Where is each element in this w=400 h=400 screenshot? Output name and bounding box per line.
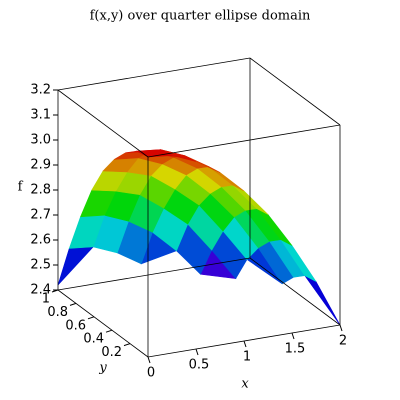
z-tick-label: 3.2 xyxy=(30,83,51,98)
y-tick-label: 1 xyxy=(42,292,50,307)
x-axis-label: x xyxy=(241,377,249,392)
x-tick xyxy=(195,348,199,356)
y-tick-label: 0.8 xyxy=(47,305,68,320)
z-tick-label: 2.7 xyxy=(30,208,51,223)
y-tick-label: 0.4 xyxy=(83,332,104,347)
y-tick-label: 0.6 xyxy=(65,318,86,333)
z-tick-label: 2.5 xyxy=(30,258,51,273)
x-tick xyxy=(291,332,295,340)
box-edge xyxy=(249,57,341,126)
z-tick-label: 2.9 xyxy=(30,158,51,173)
y-tick xyxy=(87,316,95,320)
chart-title: f(x,y) over quarter ellipse domain xyxy=(90,9,311,24)
surface xyxy=(57,149,341,326)
z-tick-label: 2.6 xyxy=(30,233,51,248)
x-tick xyxy=(243,340,247,348)
z-tick-label: 3.0 xyxy=(30,133,51,148)
z-tick-label: 2.4 xyxy=(30,283,51,298)
z-tick-label: 3.1 xyxy=(30,108,51,123)
x-tick-label: 1 xyxy=(243,350,251,365)
box-edge xyxy=(57,257,251,291)
z-tick-label: 2.8 xyxy=(30,183,51,198)
surface-patch xyxy=(57,246,94,286)
box-edge xyxy=(57,89,149,158)
x-tick-label: 1.5 xyxy=(285,342,306,357)
y-tick xyxy=(123,343,131,347)
y-tick xyxy=(69,302,77,306)
box-edge xyxy=(57,289,149,358)
axes-box: 00.511.520.20.40.60.812.42.52.62.72.82.9… xyxy=(30,57,347,381)
z-axis-label: f xyxy=(18,180,24,195)
x-tick xyxy=(147,356,151,364)
box-edge xyxy=(147,124,341,158)
x-tick-label: 0 xyxy=(147,366,155,381)
y-axis-label: y xyxy=(98,361,107,376)
surface-patch xyxy=(304,275,341,326)
x-tick-label: 2 xyxy=(339,334,347,349)
y-tick-label: 0.2 xyxy=(101,345,122,360)
y-tick xyxy=(105,329,113,333)
x-tick xyxy=(339,324,343,332)
box-edge xyxy=(57,57,251,91)
x-tick-label: 0.5 xyxy=(189,358,210,373)
box-edge xyxy=(249,257,341,326)
